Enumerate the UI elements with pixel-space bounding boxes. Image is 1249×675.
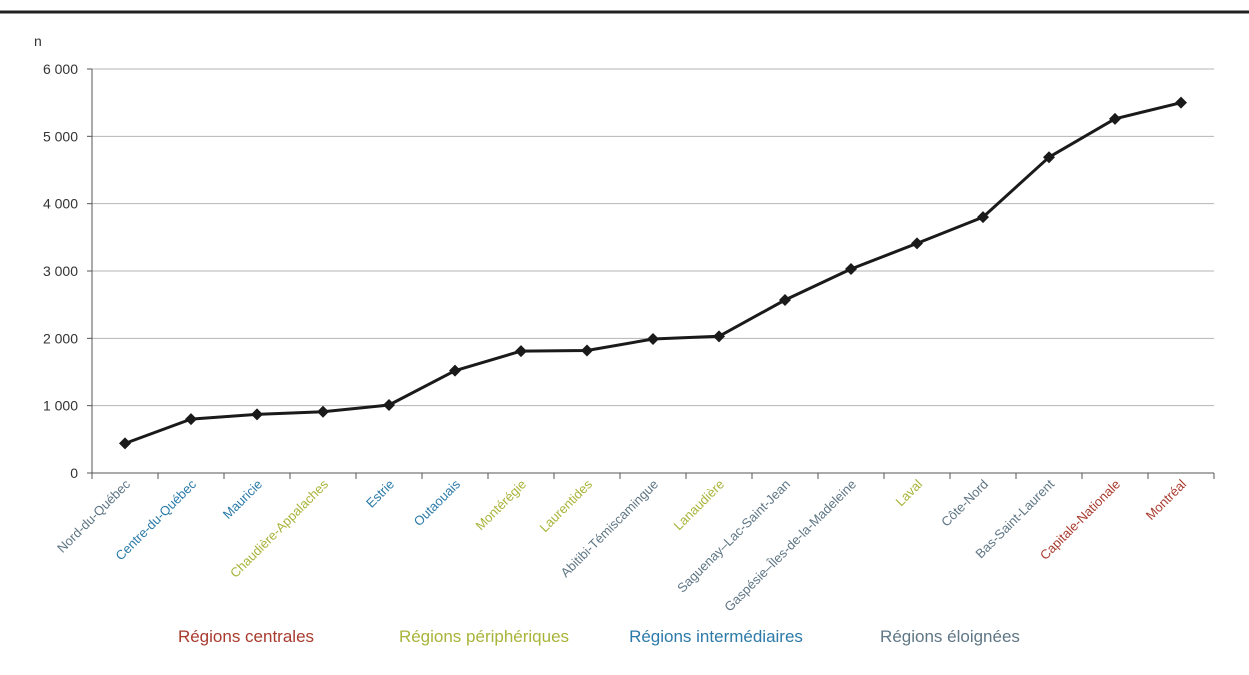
gridlines bbox=[92, 68, 1214, 407]
category-label: Côte-Nord bbox=[938, 477, 991, 530]
data-point-marker bbox=[383, 398, 395, 411]
legend-label-intermediaires: Régions intermédiaires bbox=[629, 627, 803, 646]
data-point-marker bbox=[845, 262, 857, 275]
data-point-marker bbox=[779, 293, 791, 306]
category-label: Estrie bbox=[363, 477, 397, 511]
y-tick-label: 4 000 bbox=[43, 196, 78, 212]
data-point-marker bbox=[119, 437, 131, 450]
data-point-marker bbox=[1175, 96, 1187, 109]
data-point-marker bbox=[647, 333, 659, 346]
category-label: Mauricie bbox=[220, 477, 265, 522]
y-tick-label: 5 000 bbox=[43, 128, 78, 144]
category-label: Montérégie bbox=[473, 477, 530, 534]
category-label: Saguenay–Lac-Saint-Jean bbox=[674, 477, 793, 596]
region-group-legend: Régions centrales Régions périphériques Ré… bbox=[178, 627, 1020, 646]
data-point-marker bbox=[977, 211, 989, 224]
category-label: Laurentides bbox=[536, 476, 595, 535]
data-point-marker bbox=[1043, 151, 1055, 164]
data-point-marker bbox=[1109, 112, 1121, 125]
legend-label-peripheriques: Régions périphériques bbox=[399, 627, 569, 646]
data-point-marker bbox=[515, 345, 527, 358]
y-tick-label: 3 000 bbox=[43, 263, 78, 279]
data-markers bbox=[119, 96, 1187, 450]
data-point-marker bbox=[581, 344, 593, 357]
legend-label-eloignees: Régions éloignées bbox=[880, 627, 1020, 646]
series-line bbox=[124, 101, 1182, 445]
category-label: Outaouais bbox=[411, 476, 464, 529]
data-point-marker bbox=[317, 405, 329, 418]
legend-label-centrales: Régions centrales bbox=[178, 627, 314, 646]
category-label: Gaspésie–Îles-de-la-Madeleine bbox=[721, 477, 859, 615]
data-point-marker bbox=[713, 330, 725, 343]
y-tick-label: 2 000 bbox=[43, 330, 78, 346]
y-axis-ticks: 0 1 000 2 000 3 000 4 000 5 000 6 000 bbox=[43, 61, 92, 481]
y-tick-label: 0 bbox=[70, 465, 78, 481]
category-label: Laval bbox=[893, 476, 926, 509]
data-point-marker bbox=[185, 413, 197, 426]
y-tick-label: 6 000 bbox=[43, 61, 78, 77]
data-point-marker bbox=[251, 408, 263, 421]
category-label: Montréal bbox=[1143, 476, 1189, 522]
y-tick-label: 1 000 bbox=[43, 398, 78, 414]
x-axis-ticks bbox=[91, 473, 1215, 479]
data-point-marker bbox=[449, 364, 461, 377]
data-point-marker bbox=[911, 237, 923, 250]
category-label: Lanaudière bbox=[671, 477, 728, 534]
y-axis-unit-label: n bbox=[34, 33, 42, 49]
